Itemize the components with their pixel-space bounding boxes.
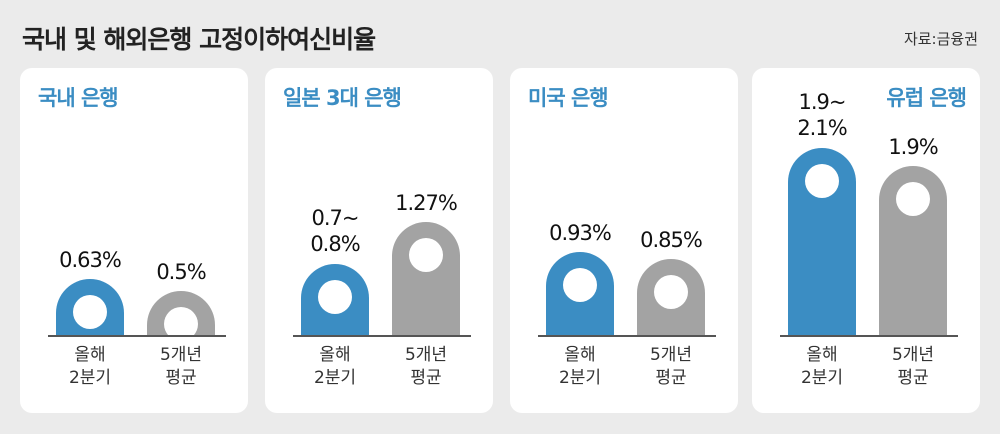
value-label: 0.85% [640,228,703,253]
bar [392,221,460,335]
bar-dot [73,294,107,329]
bar-dot [805,164,839,199]
chart-title: 미국 은행 [528,86,609,110]
bar [879,165,947,335]
bar [546,252,614,335]
baseline [780,335,958,337]
category-label: 올해 2분기 [313,345,357,388]
baseline [48,335,226,337]
bar-dot [318,279,352,314]
bar [56,278,124,335]
value-label: 1.27% [395,190,458,215]
value-label: 0.5% [156,259,206,284]
value-label: 0.93% [549,221,612,246]
category-label: 5개년 평균 [404,345,448,388]
value-label: 0.7~ 0.8% [310,205,360,257]
title: 국내 및 해외은행 고정이하여신비율 [22,25,376,54]
value-label: 0.63% [59,247,122,272]
chart-panel: 유럽 은행 1.9~ 2.1% 올해 2분기 1.9% 5개년 평균 [752,68,980,413]
value-label: 1.9% [888,134,938,159]
category-label: 5개년 평균 [891,345,935,388]
category-label: 올해 2분기 [800,345,844,388]
category-label: 올해 2분기 [68,345,112,388]
chart-panel: 일본 3대 은행 0.7~ 0.8% 올해 2분기 1.27% 5개년 평균 [265,68,493,413]
chart-title: 유럽 은행 [886,86,967,110]
bar-dot [896,181,930,216]
category-label: 올해 2분기 [558,345,602,388]
bar-dot [409,237,443,272]
baseline [538,335,716,337]
chart-panel: 미국 은행 0.93% 올해 2분기 0.85% 5개년 평균 [510,68,738,413]
bar [301,263,369,335]
baseline [293,335,471,337]
bar-dot [563,268,597,303]
chart-title: 국내 은행 [38,86,119,110]
bar-dot [164,306,198,335]
value-label: 1.9~ 2.1% [797,90,847,141]
category-label: 5개년 평균 [159,345,203,388]
chart-title: 일본 3대 은행 [283,86,402,110]
bar [788,148,856,335]
category-label: 5개년 평균 [649,345,693,388]
chart-panel: 국내 은행 0.63% 올해 2분기 0.5% 5개년 평균 [20,68,248,413]
bar [147,290,215,335]
bar [637,259,705,335]
bar-dot [654,275,688,310]
source: 자료:금융권 [903,30,978,48]
